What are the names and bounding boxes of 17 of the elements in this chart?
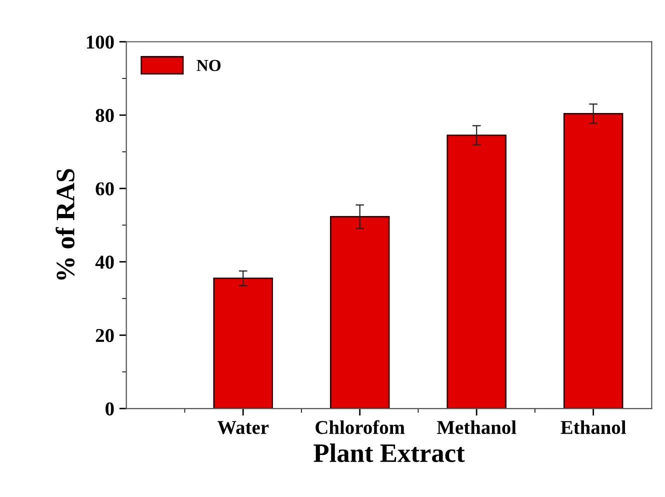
y-tick-label: 0 [106,402,114,416]
x-axis-title: Plant Extract [314,444,465,462]
y-axis-title: % of RAS [56,169,75,280]
x-tick-label: Chlorofom [316,420,405,434]
bar [213,278,273,409]
y-tick-label: 80 [96,108,114,122]
bar [563,112,624,409]
x-tick-label: Methanol [436,420,516,434]
y-tick-label: 40 [95,256,114,269]
y-tick-label: 20 [96,328,114,342]
y-tick-label: 60 [96,182,114,196]
x-tick-label: Ethanol [560,420,626,434]
x-tick-label: Water [217,421,269,434]
bar [446,134,506,409]
bar [330,216,390,409]
legend-label: NO [196,60,221,72]
y-tick-label: 100 [86,36,114,49]
